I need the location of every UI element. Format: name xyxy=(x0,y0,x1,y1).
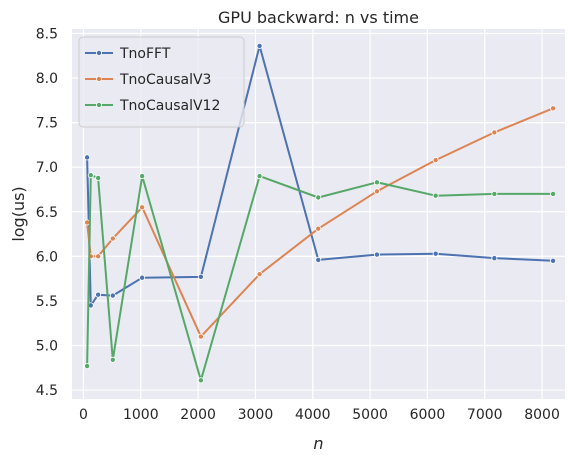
x-axis-label: n xyxy=(313,434,323,453)
legend-box xyxy=(78,36,245,128)
data-point-tnocausalv3 xyxy=(550,105,557,112)
x-tick-label: 5000 xyxy=(352,407,388,423)
data-point-tnofft xyxy=(95,291,102,298)
y-tick-label: 7.5 xyxy=(36,116,58,132)
tick-labels: 0 1000 2000 3000 4000 5000 6000 7000 8000 4.5 5.0 5… xyxy=(36,26,560,423)
legend-label-tnocausalv12: TnoCausalV12 xyxy=(119,98,220,114)
data-point-tnocausalv3 xyxy=(139,204,146,211)
data-point-tnocausalv3 xyxy=(95,253,102,260)
data-point-tnocausalv3 xyxy=(315,225,322,232)
legend-marker-tnocausalv3 xyxy=(96,76,103,83)
data-point-tnocausalv3 xyxy=(109,235,116,242)
data-point-tnocausalv12 xyxy=(95,174,102,181)
data-point-tnocausalv12 xyxy=(315,194,322,201)
y-tick-label: 6.5 xyxy=(36,205,58,221)
legend-label-tnocausalv3: TnoCausalV3 xyxy=(119,72,211,88)
legend: TnoFFT TnoCausalV3 TnoCausalV12 xyxy=(78,36,245,128)
y-tick-label: 8.5 xyxy=(36,26,58,42)
x-tick-label: 3000 xyxy=(238,407,274,423)
series-lines xyxy=(84,42,557,384)
data-point-tnofft xyxy=(315,256,322,263)
data-point-tnocausalv3 xyxy=(491,129,498,136)
data-point-tnocausalv12 xyxy=(373,179,380,186)
y-tick-label: 4.5 xyxy=(36,383,58,399)
x-tick-label: 7000 xyxy=(467,407,503,423)
chart-title: GPU backward: n vs time xyxy=(218,8,419,27)
data-point-tnocausalv12 xyxy=(432,192,439,199)
data-point-tnocausalv3 xyxy=(373,188,380,195)
y-tick-label: 8.0 xyxy=(36,71,58,87)
data-point-tnocausalv12 xyxy=(491,190,498,197)
data-point-tnofft xyxy=(432,250,439,257)
data-point-tnocausalv12 xyxy=(550,190,557,197)
x-tick-label: 0 xyxy=(79,407,88,423)
data-point-tnofft xyxy=(373,251,380,258)
legend-marker-tnofft xyxy=(96,50,103,57)
x-tick-label: 2000 xyxy=(180,407,216,423)
data-point-tnocausalv12 xyxy=(197,377,204,384)
data-point-tnofft xyxy=(139,274,146,281)
x-tick-label: 1000 xyxy=(123,407,159,423)
data-point-tnocausalv12 xyxy=(256,173,263,180)
x-tick-label: 6000 xyxy=(410,407,446,423)
data-point-tnocausalv3 xyxy=(256,271,263,278)
legend-label-tnofft: TnoFFT xyxy=(119,46,171,62)
data-point-tnocausalv12 xyxy=(87,172,94,179)
data-point-tnocausalv12 xyxy=(109,356,116,363)
y-axis-label: log(us) xyxy=(9,186,28,241)
y-tick-label: 6.0 xyxy=(36,249,58,265)
data-point-tnocausalv12 xyxy=(139,173,146,180)
x-tick-label: 8000 xyxy=(524,407,560,423)
data-point-tnofft xyxy=(109,292,116,299)
x-tick-label: 4000 xyxy=(295,407,331,423)
data-point-tnofft xyxy=(256,42,263,49)
data-point-tnofft xyxy=(491,255,498,262)
data-point-tnofft xyxy=(84,154,91,161)
data-point-tnofft xyxy=(197,273,204,280)
y-tick-label: 5.0 xyxy=(36,339,58,355)
data-point-tnocausalv3 xyxy=(197,333,204,340)
data-point-tnofft xyxy=(550,257,557,264)
data-point-tnocausalv12 xyxy=(84,363,91,370)
y-tick-label: 5.5 xyxy=(36,294,58,310)
data-point-tnocausalv3 xyxy=(432,157,439,164)
legend-marker-tnocausalv12 xyxy=(96,102,103,109)
y-tick-label: 7.0 xyxy=(36,160,58,176)
